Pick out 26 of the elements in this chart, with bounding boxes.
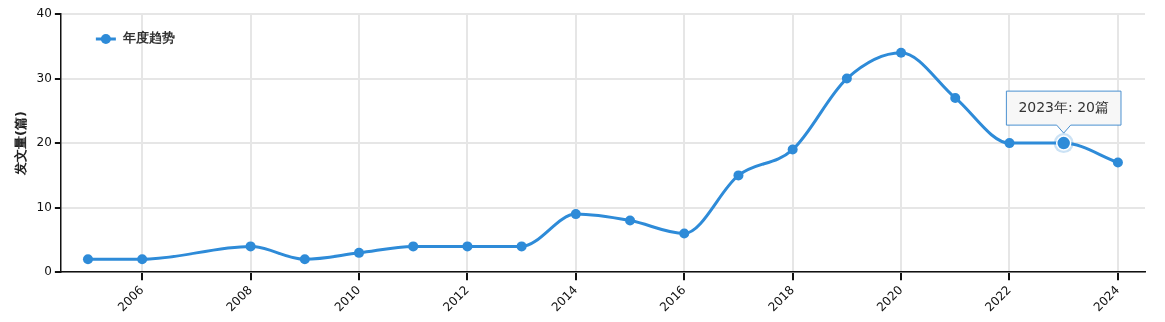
point: [1004, 138, 1015, 149]
point: [245, 241, 256, 252]
point: [950, 92, 961, 103]
point: [787, 144, 798, 155]
point: [679, 228, 690, 239]
y-tick-label: 30: [36, 70, 52, 85]
y-axis-title: 发文量(篇): [13, 111, 29, 177]
legend-label: 年度趋势: [121, 30, 175, 46]
point: [462, 241, 473, 252]
point: [625, 215, 636, 226]
annotation: 2023年: 20篇: [1018, 98, 1109, 115]
point: [299, 254, 310, 265]
point: [516, 241, 527, 252]
point: [570, 209, 581, 220]
point: [1112, 157, 1123, 168]
point: [896, 47, 907, 58]
y-tick-label: 10: [36, 199, 52, 214]
point: [733, 170, 744, 181]
point: [82, 254, 93, 265]
y-tick-label: 40: [36, 6, 52, 21]
point: [137, 254, 148, 265]
point: [408, 241, 419, 252]
point: [354, 247, 365, 258]
point: [841, 73, 852, 84]
y-tick-label: 20: [36, 135, 52, 150]
y-tick-label: 0: [44, 264, 52, 279]
